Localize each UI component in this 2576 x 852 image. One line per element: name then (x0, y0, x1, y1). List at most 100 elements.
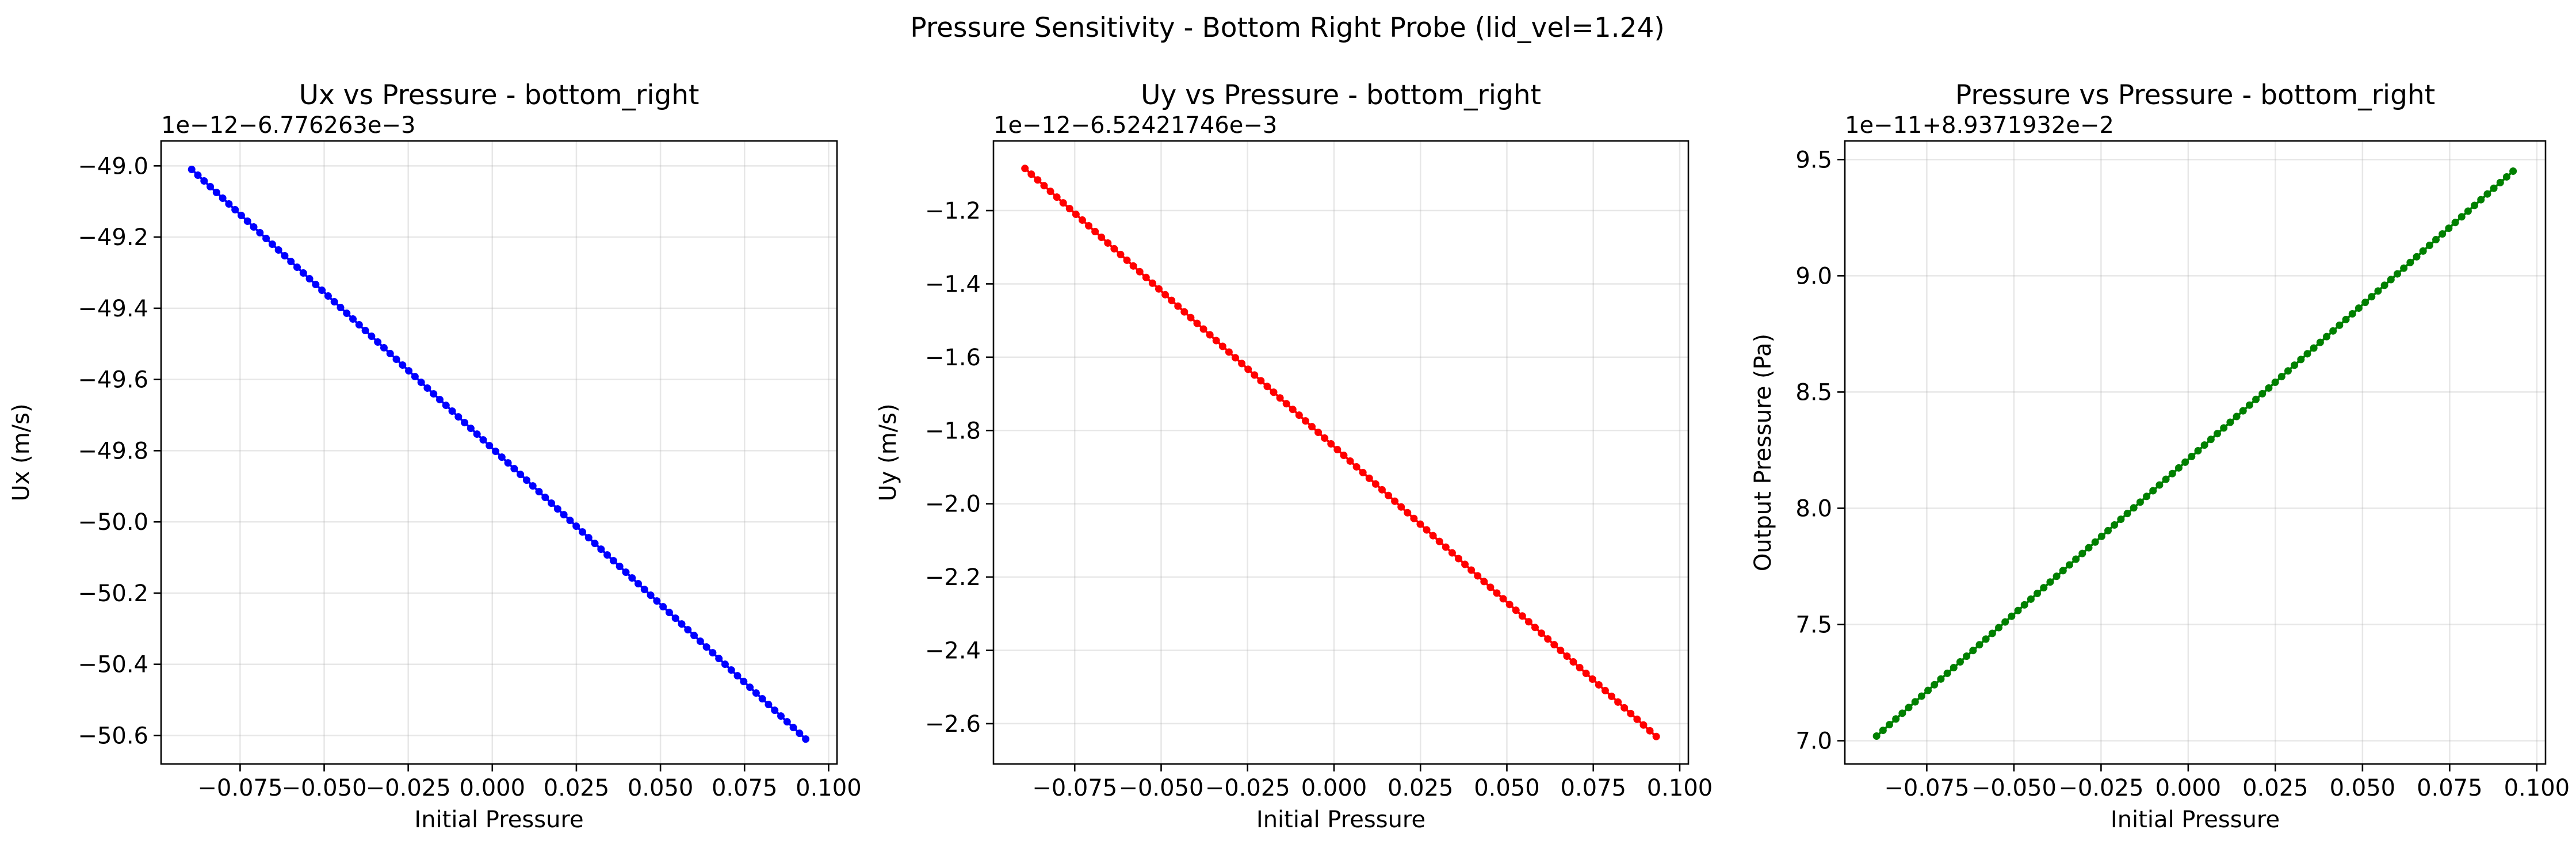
data-point (597, 545, 605, 553)
data-point (2348, 310, 2356, 318)
data-point (2027, 595, 2035, 603)
data-point (2181, 458, 2189, 466)
data-point (2265, 384, 2273, 392)
data-point (721, 660, 729, 668)
y-tick-label: 8.0 (1795, 495, 1832, 522)
data-point (653, 597, 661, 605)
y-tick-label: −49.8 (78, 438, 148, 464)
data-point (541, 494, 549, 502)
data-point (1518, 612, 1526, 620)
data-point (1404, 509, 1412, 517)
data-point (454, 413, 463, 421)
x-tick-label: 0.075 (712, 775, 778, 801)
data-point (2001, 618, 2009, 626)
data-point (1879, 727, 1887, 735)
data-point (2310, 344, 2318, 352)
data-point (355, 321, 363, 329)
data-point (2072, 555, 2080, 563)
data-point (1544, 635, 1552, 643)
data-point (1251, 371, 1259, 379)
data-point (2046, 578, 2054, 586)
data-point (1950, 663, 1958, 671)
x-tick-label: 0.025 (1388, 775, 1454, 801)
y-tick-label: 8.5 (1795, 379, 1832, 406)
data-point (2413, 253, 2421, 261)
data-point (2451, 219, 2459, 227)
data-point (2008, 612, 2016, 620)
data-point (442, 402, 450, 410)
data-point (1295, 411, 1303, 419)
data-point (2123, 510, 2131, 518)
data-point (553, 505, 561, 513)
data-point (752, 689, 760, 697)
data-point (802, 735, 810, 743)
data-point (566, 517, 574, 525)
data-point (318, 286, 326, 295)
data-point (1053, 193, 1061, 201)
data-point (1499, 595, 1507, 603)
series-line (1875, 170, 2514, 738)
data-point (1085, 222, 1093, 230)
data-point (2194, 447, 2202, 455)
y-tick-label: −49.6 (78, 367, 148, 393)
data-point (671, 614, 679, 622)
data-point (1435, 537, 1443, 545)
data-point (572, 522, 580, 530)
y-tick-label: −1.2 (925, 198, 981, 224)
data-point (256, 229, 264, 237)
data-point (207, 183, 215, 191)
data-point (2464, 207, 2472, 215)
data-point (1429, 532, 1437, 540)
data-point (2091, 538, 2099, 546)
x-tick-label: 0.100 (1647, 775, 1713, 801)
x-tick-label: 0.025 (2242, 775, 2309, 801)
data-point (560, 511, 568, 519)
data-point (1872, 732, 1881, 740)
data-point (231, 206, 239, 214)
data-point (1218, 342, 1226, 350)
data-point (1244, 365, 1252, 373)
x-tick-label: 0.000 (2155, 775, 2222, 801)
data-point (1988, 629, 1996, 637)
x-tick-label: 0.050 (2330, 775, 2396, 801)
data-point (343, 310, 351, 318)
data-point (1232, 354, 1239, 362)
data-point (1104, 239, 1112, 247)
data-point (1474, 572, 1482, 580)
data-point (417, 379, 425, 387)
data-point (467, 425, 475, 433)
x-tick-label: 0.050 (1474, 775, 1540, 801)
data-point (1040, 182, 1048, 190)
data-point (1238, 360, 1246, 368)
data-point (2277, 373, 2285, 381)
data-point (789, 724, 797, 732)
data-point (411, 373, 419, 381)
x-tick-label: 0.075 (1560, 775, 1626, 801)
data-point (702, 643, 710, 651)
data-point (796, 729, 804, 738)
data-point (2303, 350, 2311, 358)
y-tick-label: −50.4 (78, 652, 148, 678)
data-point (1021, 165, 1029, 173)
data-point (1416, 520, 1424, 528)
data-point (635, 580, 643, 588)
data-point (2174, 464, 2183, 472)
data-point (1206, 331, 1214, 339)
y-tick-label: −2.2 (925, 564, 981, 591)
data-point (690, 632, 698, 640)
data-point (696, 637, 704, 645)
data-point (2104, 526, 2112, 534)
data-point (2419, 247, 2427, 255)
data-point (1924, 686, 1932, 694)
data-point (1937, 675, 1945, 683)
data-point (609, 557, 617, 565)
data-point (2214, 430, 2222, 438)
data-point (1633, 715, 1641, 723)
x-tick-label: −0.025 (2058, 775, 2143, 801)
data-point (188, 166, 196, 174)
data-point (2252, 395, 2260, 403)
data-point (1078, 216, 1086, 224)
data-point (616, 563, 624, 571)
x-tick-label: 0.100 (796, 775, 862, 801)
data-point (1155, 285, 1163, 293)
